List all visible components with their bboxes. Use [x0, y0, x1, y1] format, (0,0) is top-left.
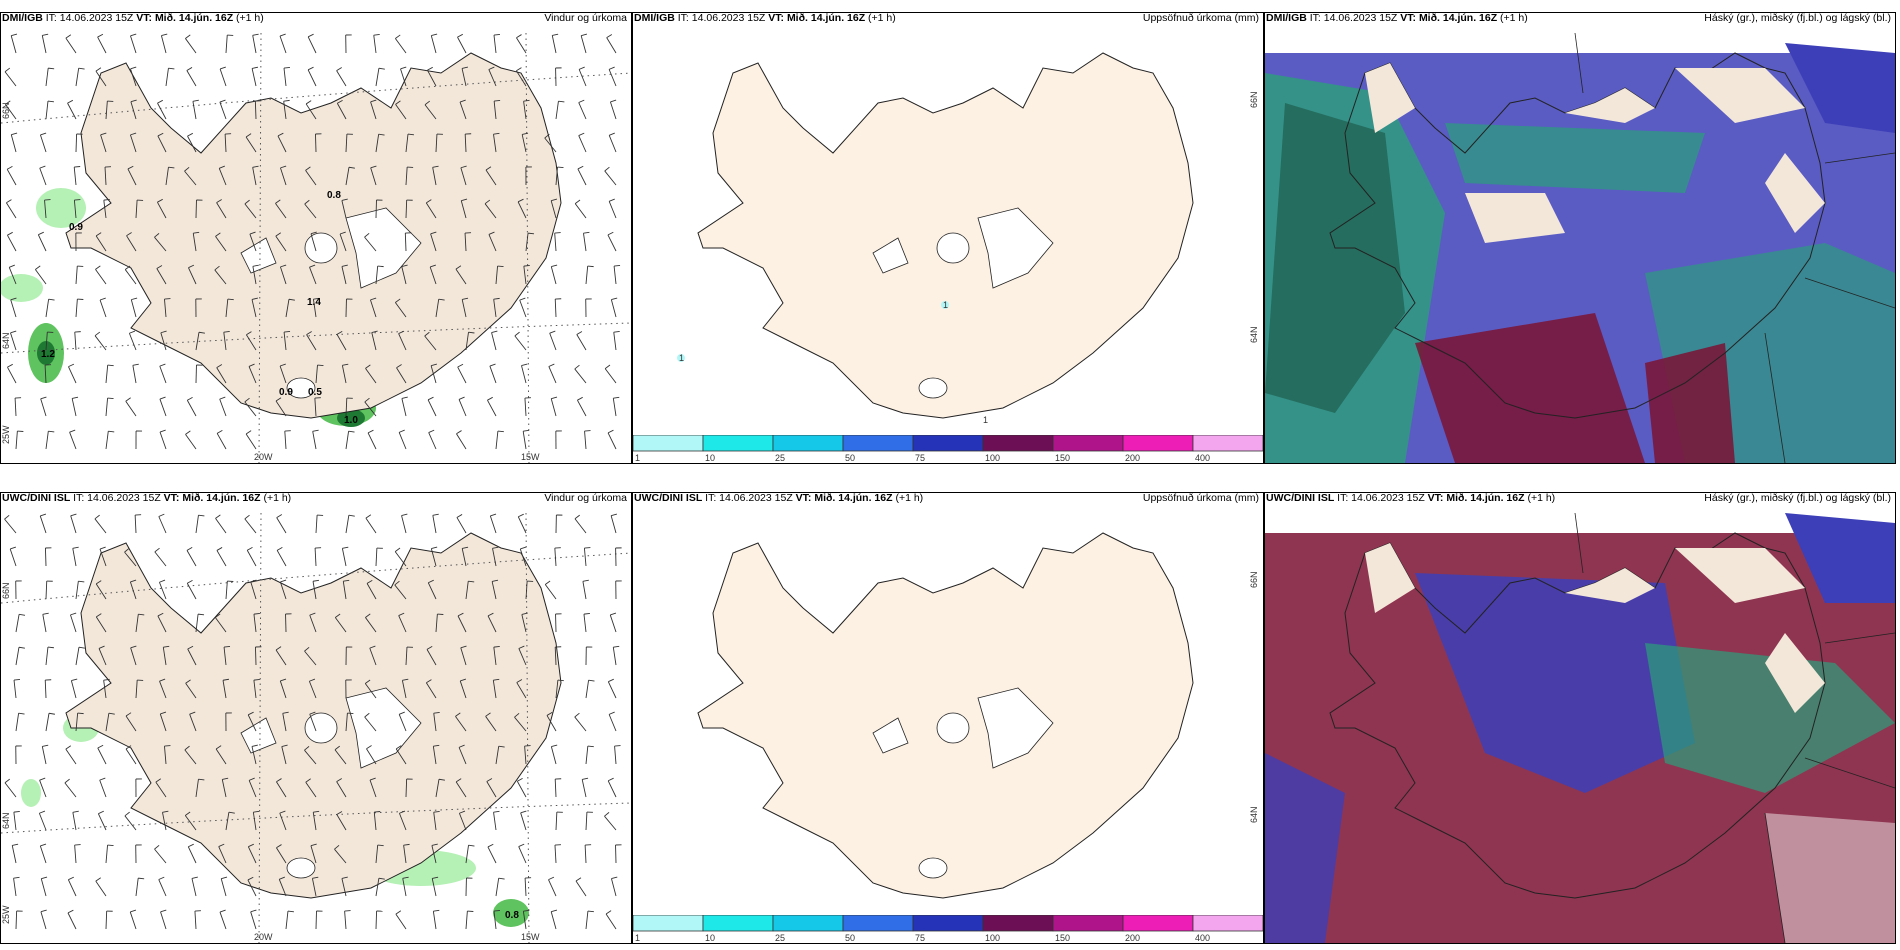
colorbar-label: 200: [1125, 453, 1140, 463]
colorbar-label: 400: [1195, 933, 1210, 943]
colorbar-swatch: [633, 915, 704, 932]
panel-field-label: Uppsöfnuð úrkoma (mm): [1142, 492, 1259, 504]
lat-66-label: 66N: [1249, 571, 1259, 588]
colorbar-swatch: [1192, 915, 1263, 932]
lat-64-label: 64N: [1249, 326, 1259, 343]
precip-value: 0.8: [327, 190, 341, 201]
colorbar-swatch: [982, 435, 1054, 452]
panel-title: DMI/IGB IT: 14.06.2023 15Z VT: Mið. 14.j…: [634, 12, 896, 24]
map-clouds-uwc: [1265, 512, 1895, 943]
colorbar: 1 10 25 50 75 100 150 200 400: [633, 435, 1263, 463]
colorbar-label: 50: [845, 453, 855, 463]
colorbar-swatch: [772, 435, 844, 452]
colorbar-label: 1: [635, 933, 640, 943]
map-wind-precip-uwc: 66N 64N 25W 20W 15W 0.8: [1, 512, 631, 943]
colorbar-swatch: [633, 435, 704, 452]
colorbar-label: 200: [1125, 933, 1140, 943]
lat-66-label: 66N: [1, 102, 11, 119]
panel-title: UWC/DINI ISL IT: 14.06.2023 15Z VT: Mið.…: [2, 492, 292, 504]
lon-15-label: 15W: [521, 452, 540, 462]
panel-title: UWC/DINI ISL IT: 14.06.2023 15Z VT: Mið.…: [1266, 492, 1556, 504]
precip-value: 1: [679, 353, 684, 363]
colorbar-label: 10: [705, 453, 715, 463]
precip-value: 1: [943, 300, 948, 310]
lon-25-label: 25W: [1, 425, 11, 444]
colorbar-swatch: [1122, 915, 1194, 932]
colorbar-label: 50: [845, 933, 855, 943]
panel-wind-precip-uwc: 66N 64N 25W 20W 15W 0.8 UWC/DINI ISL IT:…: [0, 492, 632, 944]
lon-20-label: 20W: [254, 932, 273, 942]
colorbar-label: 150: [1055, 933, 1070, 943]
colorbar-svg: 1 10 25 50 75 100 150 200 400: [633, 915, 1263, 943]
colorbar-label: 1: [635, 453, 640, 463]
panel-field-label: Háský (gr.), miðský (fj.bl.) og lágský (…: [1704, 12, 1891, 24]
panel-wind-precip-dmi: 66N 64N 25W 20W 15W 0.8 0.9 1.4 1.2 0.9 …: [0, 12, 632, 464]
colorbar-label: 10: [705, 933, 715, 943]
colorbar-label: 400: [1195, 453, 1210, 463]
map-accum-precip-uwc: 66N 64N: [697, 532, 1259, 899]
panel-title: DMI/IGB IT: 14.06.2023 15Z VT: Mið. 14.j…: [1266, 12, 1528, 24]
lat-64-label: 64N: [1249, 806, 1259, 823]
lon-15-label: 15W: [521, 932, 540, 942]
colorbar-swatch: [912, 915, 984, 932]
precip-value: 1.0: [344, 415, 358, 426]
colorbar-label: 75: [915, 933, 925, 943]
precip-value: 0.9: [69, 222, 83, 233]
colorbar-swatch: [842, 435, 914, 452]
colorbar: 1 10 25 50 75 100 150 200 400: [633, 915, 1263, 943]
panel-accum-precip-uwc: 66N 64N 1 10 25 50 75 100 150 200 400 UWC/DINI I…: [632, 492, 1264, 944]
panel-field-label: Vindur og úrkoma: [544, 492, 627, 504]
colorbar-swatch: [702, 915, 774, 932]
colorbar-swatch: [982, 915, 1054, 932]
panel-title: UWC/DINI ISL IT: 14.06.2023 15Z VT: Mið.…: [634, 492, 924, 504]
colorbar-label: 100: [985, 933, 1000, 943]
map-clouds-dmi: [1265, 32, 1895, 463]
colorbar-swatch: [772, 915, 844, 932]
precip-value: 1.2: [41, 349, 55, 360]
lon-25-label: 25W: [1, 905, 11, 924]
colorbar-swatch: [842, 915, 914, 932]
precip-value: 0.9: [279, 387, 293, 398]
map-wind-precip-dmi: 66N 64N 25W 20W 15W 0.8 0.9 1.4 1.2 0.9 …: [1, 32, 631, 463]
colorbar-svg: 1 10 25 50 75 100 150 200 400: [633, 435, 1263, 463]
colorbar-swatch: [1122, 435, 1194, 452]
lon-20-label: 20W: [254, 452, 273, 462]
colorbar-label: 25: [775, 933, 785, 943]
lat-66-label: 66N: [1249, 91, 1259, 108]
colorbar-label: 150: [1055, 453, 1070, 463]
panel-field-label: Háský (gr.), miðský (fj.bl.) og lágský (…: [1704, 492, 1891, 504]
map-accum-precip-dmi: 66N 64N 1 1 1: [677, 52, 1259, 425]
lat-64-label: 64N: [1, 812, 11, 829]
precip-value: 1: [983, 415, 988, 425]
panel-title: DMI/IGB IT: 14.06.2023 15Z VT: Mið. 14.j…: [2, 12, 264, 24]
panel-clouds-uwc: UWC/DINI ISL IT: 14.06.2023 15Z VT: Mið.…: [1264, 492, 1896, 944]
lat-64-label: 64N: [1, 332, 11, 349]
panel-field-label: Vindur og úrkoma: [544, 12, 627, 24]
colorbar-label: 75: [915, 453, 925, 463]
colorbar-label: 25: [775, 453, 785, 463]
colorbar-label: 100: [985, 453, 1000, 463]
colorbar-swatch: [702, 435, 774, 452]
lat-66-label: 66N: [1, 582, 11, 599]
panel-field-label: Uppsöfnuð úrkoma (mm): [1142, 12, 1259, 24]
precip-value: 1.4: [307, 297, 321, 308]
colorbar-swatch: [1052, 435, 1124, 452]
colorbar-swatch: [1192, 435, 1263, 452]
colorbar-swatch: [912, 435, 984, 452]
colorbar-swatch: [1052, 915, 1124, 932]
panel-accum-precip-dmi: 66N 64N 1 1 1 1 10 25 50 75 100 150 200 400 DMI/…: [632, 12, 1264, 464]
panel-clouds-dmi: DMI/IGB IT: 14.06.2023 15Z VT: Mið. 14.j…: [1264, 12, 1896, 464]
precip-value: 0.8: [505, 910, 519, 921]
precip-value: 0.5: [308, 387, 322, 398]
